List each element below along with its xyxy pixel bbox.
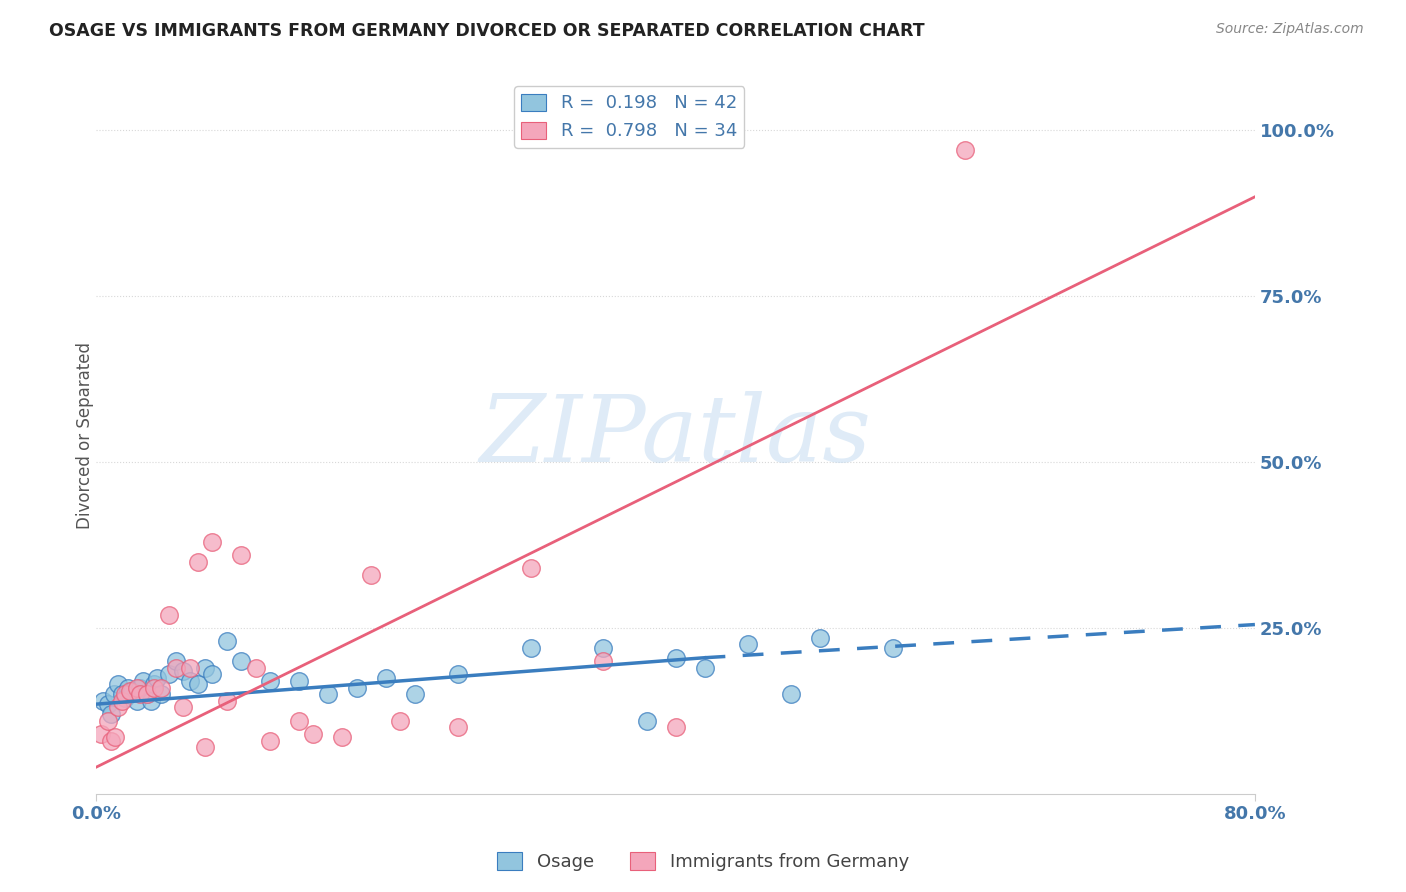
Y-axis label: Divorced or Separated: Divorced or Separated [76,342,94,529]
Point [229,548,252,562]
Point [636,714,658,728]
Point [150,681,173,695]
Point [103,687,125,701]
Point [693,661,716,675]
Point [136,687,159,701]
Point [447,720,470,734]
Text: Source: ZipAtlas.com: Source: ZipAtlas.com [1216,22,1364,37]
Point [107,677,129,691]
Point [316,687,339,701]
Point [100,707,122,722]
Point [302,727,325,741]
Point [245,661,267,675]
Point [100,733,122,747]
Point [215,634,238,648]
Point [374,671,396,685]
Point [128,687,150,701]
Point [810,631,832,645]
Point [360,567,382,582]
Point [136,687,159,701]
Point [121,684,143,698]
Point [404,687,426,701]
Point [447,667,470,681]
Point [141,694,163,708]
Point [389,714,412,728]
Point [150,687,173,701]
Point [201,667,224,681]
Point [179,673,201,688]
Point [187,677,209,691]
Point [592,654,614,668]
Point [187,555,209,569]
Legend: Osage, Immigrants from Germany: Osage, Immigrants from Germany [489,846,917,879]
Point [125,694,148,708]
Point [172,700,194,714]
Point [194,740,217,755]
Point [125,681,148,695]
Point [131,673,153,688]
Point [118,684,141,698]
Point [128,681,150,695]
Point [111,694,134,708]
Point [165,654,187,668]
Point [288,714,311,728]
Point [592,640,614,655]
Point [955,144,977,158]
Text: OSAGE VS IMMIGRANTS FROM GERMANY DIVORCED OR SEPARATED CORRELATION CHART: OSAGE VS IMMIGRANTS FROM GERMANY DIVORCE… [49,22,925,40]
Point [90,727,112,741]
Point [104,731,127,745]
Point [882,640,904,655]
Point [143,681,166,695]
Point [215,694,238,708]
Point [146,671,169,685]
Point [111,687,134,701]
Point [664,720,686,734]
Point [519,561,541,575]
Point [332,731,354,745]
Point [93,694,115,708]
Point [114,690,136,705]
Point [172,664,194,678]
Point [97,714,120,728]
Point [201,534,224,549]
Point [165,661,187,675]
Point [259,733,281,747]
Point [97,697,120,711]
Point [117,681,139,695]
Point [194,661,217,675]
Point [664,650,686,665]
Point [143,677,166,691]
Point [346,681,368,695]
Point [229,654,252,668]
Point [259,673,281,688]
Text: ZIPatlas: ZIPatlas [479,391,872,481]
Point [780,687,803,701]
Point [179,661,201,675]
Point [107,700,129,714]
Point [157,607,180,622]
Point [114,687,136,701]
Legend: R =  0.198   N = 42, R =  0.798   N = 34: R = 0.198 N = 42, R = 0.798 N = 34 [515,87,745,147]
Point [519,640,541,655]
Point [157,667,180,681]
Point [288,673,311,688]
Point [737,637,759,651]
